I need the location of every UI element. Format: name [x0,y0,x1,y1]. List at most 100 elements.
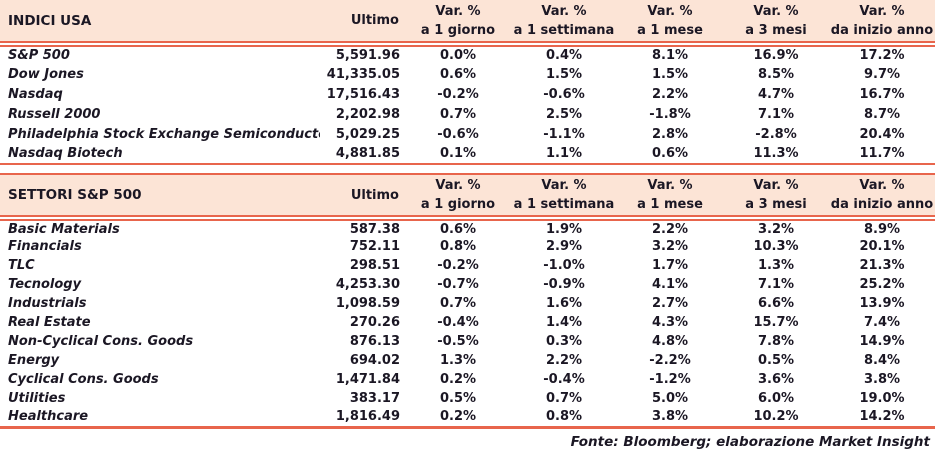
var-header-line1: Var. % [541,178,587,193]
col-header-ultimo: Ultimo [320,173,405,221]
ultimo-value: 1,816.49 [320,408,405,429]
var-header-line1: Var. % [859,178,905,193]
col-header-var-1d: Var. % a 1 giorno [405,0,511,47]
row-label: Cyclical Cons. Goods [8,372,159,387]
var-3m-value: -2.8% [755,126,797,142]
table-row: Real Estate 270.26 -0.4% 1.4% 4.3% 15.7% 7.4% [0,313,935,332]
var-header-line2: a 1 settimana [513,22,615,38]
section-title-indici-usa: INDICI USA [0,0,320,47]
var-3m-value: 8.5% [757,66,795,82]
var-ytd-value: 7.4% [863,315,901,330]
var-1d-value: -0.5% [437,334,479,349]
table-row: S&P 500 5,591.96 0.0% 0.4% 8.1% 16.9% 17.2% [0,44,935,64]
var-ytd-value: 19.0% [859,391,905,406]
var-header-line1: Var. % [541,3,587,19]
var-header-line1: Var. % [435,178,481,193]
var-1w-value: -1.1% [543,126,585,142]
var-3m-value: 7.1% [757,277,795,292]
ultimo-value: 587.38 [349,221,400,237]
var-1m-value: 1.5% [651,66,689,82]
var-3m-value: 6.6% [757,296,795,311]
ultimo-value: 4,881.85 [320,144,405,165]
col-header-var-1m: Var. % a 1 mese [617,173,723,221]
row-label: Real Estate [8,315,91,330]
var-1m-value: -2.2% [649,353,691,368]
var-ytd-value: 16.7% [859,86,905,102]
row-label: S&P 500 [8,48,70,63]
ultimo-value: 298.51 [349,258,400,273]
var-1w-value: 1.9% [545,221,583,237]
var-header-line2: da inizio anno [830,22,934,38]
var-ytd-value: 9.7% [863,66,901,82]
section-title-settori: SETTORI S&P 500 [0,173,320,221]
ultimo-value: 1,471.84 [335,372,400,387]
var-ytd-value: 20.4% [859,126,905,142]
var-1d-value: 0.8% [439,239,477,254]
var-header-line2: a 1 giorno [420,22,496,38]
row-label: Dow Jones [8,66,84,82]
settori-sp500-table: SETTORI S&P 500 Ultimo Var. % a 1 giorno … [0,173,935,429]
table-row: Dow Jones 41,335.05 0.6% 1.5% 1.5% 8.5% 9.7% [0,64,935,84]
row-label: Financials [8,239,82,254]
var-1m-value: -1.8% [649,106,691,122]
var-1w-value: 1.6% [545,296,583,311]
var-1w-value: -0.6% [543,86,585,102]
var-1w-value: 1.5% [545,66,583,82]
var-1m-value: 1.7% [651,258,689,273]
row-label: Nasdaq [8,86,63,102]
var-header-line2: a 1 mese [637,197,703,212]
ultimo-value: 5,029.25 [335,126,400,142]
ultimo-value: 383.17 [349,391,400,406]
ultimo-value: 270.26 [349,315,400,330]
var-1m-value: 2.2% [651,86,689,102]
ultimo-value: 2,202.98 [335,106,400,122]
var-1d-value: 0.6% [439,221,477,237]
var-1m-value: 2.8% [651,126,689,142]
var-1m-value: 2.2% [651,221,689,237]
var-ytd-value: 17.2% [859,48,905,63]
table-row: Nasdaq Biotech 4,881.85 0.1% 1.1% 0.6% 11.3% 1… [0,144,935,165]
table-row: Tecnology 4,253.30 -0.7% -0.9% 4.1% 7.1% 25.2% [0,275,935,294]
var-3m-value: 15.7% [753,315,799,330]
table-row: Nasdaq 17,516.43 -0.2% -0.6% 2.2% 4.7% 16.7% [0,84,935,104]
table-row: Financials 752.11 0.8% 2.9% 3.2% 10.3% 20.1% [0,237,935,256]
row-label: Industrials [8,296,87,311]
var-header-line1: Var. % [753,178,799,193]
var-1m-value: -1.2% [649,372,691,387]
var-1w-value: 2.9% [545,239,583,254]
table-row: Russell 2000 2,202.98 0.7% 2.5% -1.8% 7.1% 8.7… [0,104,935,124]
row-label: Non-Cyclical Cons. Goods [8,334,194,349]
var-1w-value: 0.4% [545,48,583,63]
var-1d-value: 0.5% [439,391,477,406]
var-ytd-value: 20.1% [859,239,905,254]
table-row: Cyclical Cons. Goods 1,471.84 0.2% -0.4% -1.… [0,370,935,389]
ultimo-value: 5,591.96 [335,48,400,63]
var-3m-value: 11.3% [723,144,829,165]
var-3m-value: 16.9% [753,48,799,63]
var-3m-value: 6.0% [757,391,795,406]
var-3m-value: 3.2% [757,221,795,237]
col-header-var-3m: Var. % a 3 mesi [723,0,829,47]
var-header-line1: Var. % [753,3,799,19]
var-1m-value: 2.7% [651,296,689,311]
col-header-var-1m: Var. % a 1 mese [617,0,723,47]
indici-usa-header-row: INDICI USA Ultimo Var. % a 1 giorno Var. … [0,0,935,47]
indici-usa-table: INDICI USA Ultimo Var. % a 1 giorno Var. … [0,0,935,165]
var-1d-value: 0.7% [439,106,477,122]
row-label: TLC [8,258,35,273]
row-label: Nasdaq Biotech [0,144,320,165]
var-header-line2: a 3 mesi [745,22,807,38]
var-header-line2: a 1 mese [637,22,703,38]
ultimo-value: 694.02 [349,353,400,368]
var-header-line1: Var. % [435,3,481,19]
row-label: Russell 2000 [8,106,101,122]
row-label: Healthcare [0,408,320,429]
row-label: Energy [8,353,60,368]
var-1w-value: -0.4% [543,372,585,387]
table-row: Industrials 1,098.59 0.7% 1.6% 2.7% 6.6% 13.9% [0,294,935,313]
var-ytd-value: 21.3% [859,258,905,273]
var-1m-value: 4.3% [651,315,689,330]
var-header-line2: da inizio anno [830,197,934,212]
var-ytd-value: 13.9% [859,296,905,311]
table-row: Energy 694.02 1.3% 2.2% -2.2% 0.5% 8.4% [0,351,935,370]
